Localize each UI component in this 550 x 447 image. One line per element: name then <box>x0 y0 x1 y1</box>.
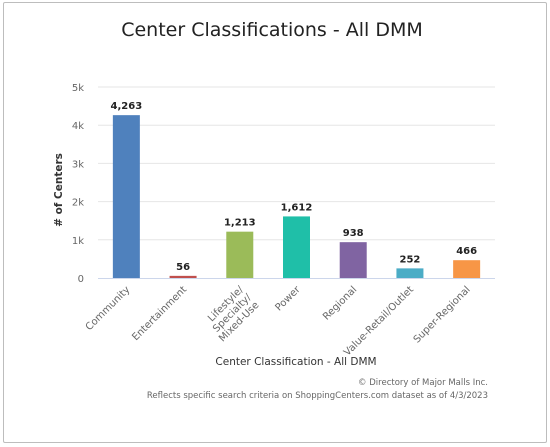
data-label: 252 <box>399 254 420 265</box>
data-label: 938 <box>343 228 364 239</box>
bar-3[interactable] <box>283 216 310 278</box>
bar-2[interactable] <box>226 231 254 278</box>
y-axis-ticks: 0 1k 2k 3k 4k 5k <box>72 83 84 285</box>
x-axis-title: Center Classification - All DMM <box>215 356 376 368</box>
y-tick-label: 0 <box>78 274 84 285</box>
y-tick-label: 4k <box>72 121 84 132</box>
bar-6[interactable] <box>453 260 481 278</box>
y-tick-label: 5k <box>72 83 84 94</box>
x-tick-label: Power <box>273 284 303 314</box>
y-tick-label: 3k <box>72 159 84 170</box>
bar-1[interactable] <box>169 275 197 278</box>
x-tick-label: Entertainment <box>130 284 189 343</box>
credit-line-2: Reflects specific search criteria on Sho… <box>147 391 488 401</box>
data-label: 4,263 <box>111 101 143 112</box>
x-tick-label: Lifestyle/Specialty/Mixed-Use <box>201 284 261 344</box>
grid-lines <box>98 86 495 241</box>
x-tick-label: Super-Regional <box>412 284 473 345</box>
x-tick-label: Regional <box>321 284 359 322</box>
data-label: 466 <box>456 246 477 257</box>
bar-0[interactable] <box>112 115 140 278</box>
credit-line-1: © Directory of Major Malls Inc. <box>358 378 488 388</box>
y-tick-label: 2k <box>72 198 84 209</box>
y-axis-title: # of Centers <box>53 153 65 227</box>
data-label: 1,213 <box>224 218 256 229</box>
bar-5[interactable] <box>396 268 424 278</box>
chart-frame <box>3 2 547 443</box>
data-label: 56 <box>176 262 190 273</box>
chart-title: Center Classifications - All DMM <box>121 19 423 41</box>
x-tick-label: Community <box>84 284 133 333</box>
bar-4[interactable] <box>339 242 367 278</box>
y-tick-label: 1k <box>72 236 84 247</box>
bars <box>112 115 481 278</box>
data-labels: 4,263 56 1,213 1,612 938 252 466 <box>111 101 478 273</box>
data-label: 1,612 <box>281 202 313 213</box>
